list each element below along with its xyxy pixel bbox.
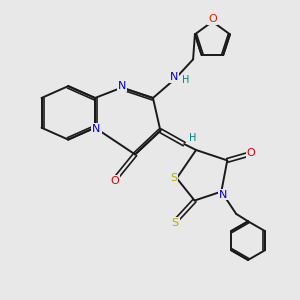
Text: N: N [118, 81, 126, 91]
Text: O: O [110, 176, 119, 186]
Text: O: O [247, 148, 255, 158]
Text: N: N [219, 190, 227, 200]
Text: H: H [182, 75, 189, 85]
Text: H: H [189, 133, 197, 143]
Text: S: S [172, 218, 179, 228]
Text: N: N [92, 124, 101, 134]
Text: N: N [169, 72, 178, 82]
Text: S: S [170, 173, 177, 183]
Text: O: O [208, 14, 217, 24]
